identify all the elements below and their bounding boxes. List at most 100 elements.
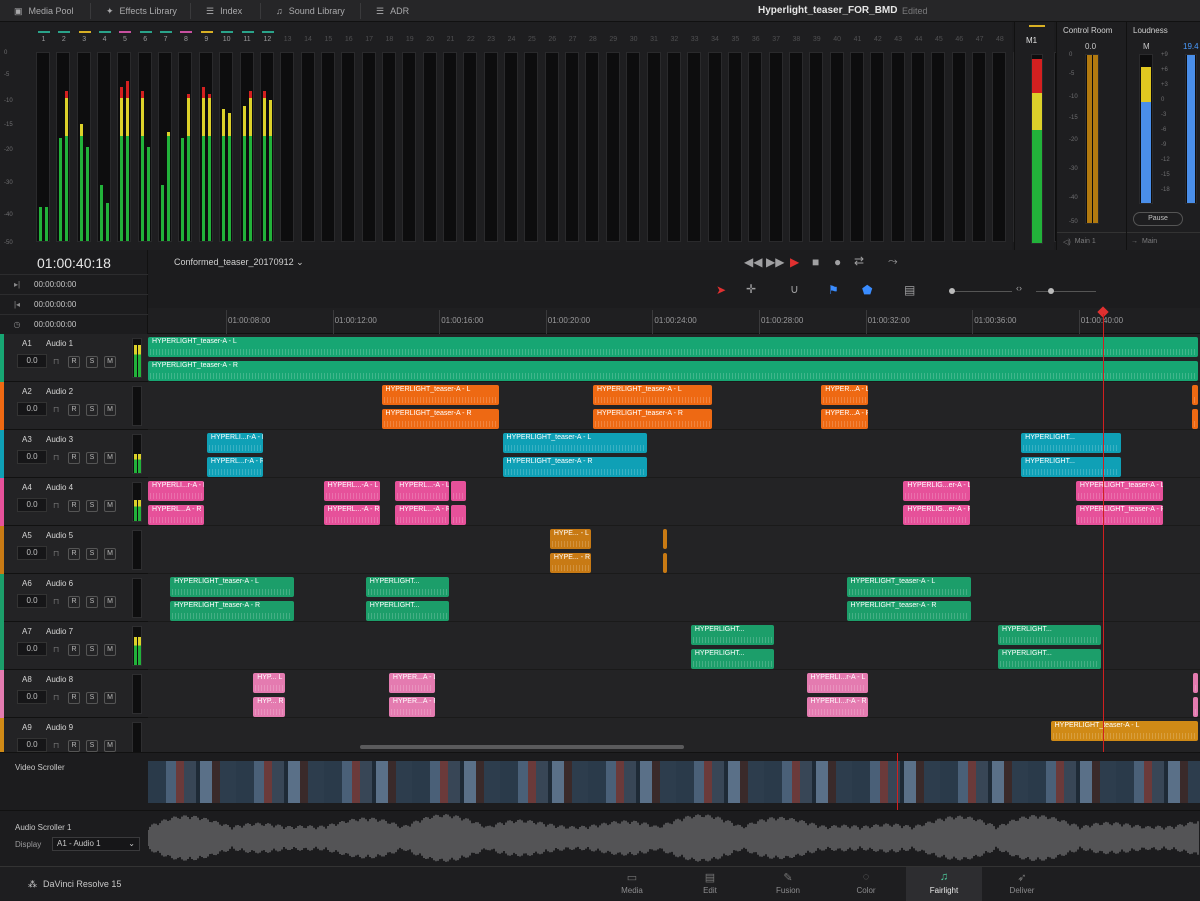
solo-button[interactable]: S (86, 356, 98, 368)
audio-clip[interactable]: HYPERLIGHT_teaser-A - L (1050, 721, 1198, 741)
audio-clip[interactable]: HYPERLI...r-A - L (206, 433, 263, 453)
solo-button[interactable]: S (86, 596, 98, 608)
track-header[interactable]: A4 Audio 4 0.0 ⊓ R S M (0, 478, 148, 526)
record-arm-button[interactable]: R (68, 500, 80, 512)
video-thumbnails[interactable] (148, 761, 1200, 803)
audio-clip[interactable]: HYPERLIGHT... (1021, 457, 1122, 477)
audio-clip[interactable]: HYPERLIG...er-A - L (903, 481, 970, 501)
track-volume[interactable]: 0.0 (17, 642, 47, 656)
mute-button[interactable]: M (104, 404, 116, 416)
track-volume[interactable]: 0.0 (17, 402, 47, 416)
audio-clip[interactable]: HYPE... - R (549, 553, 591, 573)
automation-button[interactable]: ⤳ (888, 254, 898, 269)
audio-clip[interactable]: HYPERLIGHT... (365, 577, 449, 597)
track-name[interactable]: Audio 6 (46, 579, 74, 588)
audio-clip[interactable]: HYPERLIGHT_teaser-A - L (1075, 481, 1164, 501)
lock-icon[interactable]: ⊓ (53, 501, 60, 510)
mute-button[interactable]: M (104, 548, 116, 560)
mute-button[interactable]: M (104, 596, 116, 608)
audio-clip[interactable]: HYPERLI...r-A - R (806, 697, 868, 717)
track-volume[interactable]: 0.0 (17, 690, 47, 704)
vertical-zoom-slider[interactable] (952, 291, 1012, 292)
audio-clip[interactable]: HYPER...A - L (388, 673, 436, 693)
play-button[interactable]: ▶ (790, 255, 799, 269)
record-arm-button[interactable]: R (68, 404, 80, 416)
page-tab-color[interactable]: ◌ Color (828, 867, 904, 901)
audio-clip[interactable]: HYPERLIGHT_teaser-A - R (592, 409, 712, 429)
track-name[interactable]: Audio 2 (46, 387, 74, 396)
audio-clip[interactable]: HYPERLIGHT_teaser-A - L (502, 433, 647, 453)
audio-scroller-display-select[interactable]: A1 - Audio 1 ⌄ (52, 837, 140, 851)
track-name[interactable]: Audio 8 (46, 675, 74, 684)
track-height-button[interactable]: ▤ (904, 283, 915, 297)
timeline-scrollbar[interactable] (360, 745, 684, 749)
range-tool-button[interactable]: ✛ (746, 282, 756, 296)
track-header[interactable]: A8 Audio 8 0.0 ⊓ R S M (0, 670, 148, 718)
mute-button[interactable]: M (104, 692, 116, 704)
rewind-button[interactable]: ◀◀ (744, 255, 762, 269)
audio-clip[interactable]: HYPERLIGHT... (998, 649, 1102, 669)
flag-button[interactable]: ⚑ (828, 283, 839, 297)
page-tab-media[interactable]: ▭ Media (594, 867, 670, 901)
mute-button[interactable]: M (104, 500, 116, 512)
mute-button[interactable]: M (104, 356, 116, 368)
record-arm-button[interactable]: R (68, 452, 80, 464)
horizontal-zoom-slider[interactable] (1036, 291, 1096, 292)
lock-icon[interactable]: ⊓ (53, 453, 60, 462)
audio-clip[interactable]: HYPERLIGHT_teaser-A - L (170, 577, 295, 597)
vertical-zoom-handle[interactable] (949, 288, 955, 294)
audio-clip[interactable] (450, 505, 466, 525)
solo-button[interactable]: S (86, 404, 98, 416)
track-volume[interactable]: 0.0 (17, 354, 47, 368)
audio-clip[interactable]: HYPER...A - L (821, 385, 868, 405)
select-tool-button[interactable]: ➤ (716, 283, 726, 297)
solo-button[interactable]: S (86, 692, 98, 704)
lock-icon[interactable]: ⊓ (53, 645, 60, 654)
audio-clip[interactable]: HYPER...A - R (821, 409, 868, 429)
audio-clip[interactable]: HYPERL...-A - R (323, 505, 380, 525)
track-lane[interactable] (148, 574, 1200, 622)
track-volume[interactable]: 0.0 (17, 546, 47, 560)
audio-clip[interactable]: HYPERL...r-A - R (206, 457, 263, 477)
track-lane[interactable] (148, 478, 1200, 526)
solo-button[interactable]: S (86, 644, 98, 656)
record-arm-button[interactable]: R (68, 596, 80, 608)
record-arm-button[interactable]: R (68, 644, 80, 656)
audio-clip[interactable]: HYPERLIGHT... (1021, 433, 1122, 453)
audio-clip[interactable]: HYPERLIGHT_teaser-A - L (846, 577, 971, 597)
track-volume[interactable]: 0.0 (17, 738, 47, 752)
audio-clip[interactable]: HYPERLIGHT_teaser-A - R (381, 409, 500, 429)
audio-clip[interactable]: HYPERLIGHT... (365, 601, 449, 621)
page-tab-deliver[interactable]: ➶ Deliver (984, 867, 1060, 901)
lock-icon[interactable]: ⊓ (53, 549, 60, 558)
adr-button[interactable]: ☰ ADR (376, 5, 410, 17)
sound-library-button[interactable]: ♫ Sound Library (276, 6, 345, 16)
record-arm-button[interactable]: R (68, 548, 80, 560)
audio-clip[interactable]: HYPERLI...r-A - L (148, 481, 204, 501)
loop-button[interactable]: ⇄ (854, 254, 864, 268)
record-arm-button[interactable]: R (68, 356, 80, 368)
audio-clip[interactable] (663, 553, 668, 573)
lock-icon[interactable]: ⊓ (53, 597, 60, 606)
stop-button[interactable]: ■ (812, 255, 819, 269)
lock-icon[interactable]: ⊓ (53, 405, 60, 414)
audio-clip[interactable] (1191, 385, 1198, 405)
audio-clip[interactable]: HYPERLIGHT_teaser-A - L (148, 337, 1198, 357)
audio-clip[interactable]: HYP... R (253, 697, 285, 717)
audio-clip[interactable]: HYPER...A - R (388, 697, 436, 717)
audio-clip[interactable]: HYPERLIGHT... (998, 625, 1102, 645)
horizontal-zoom-handle[interactable] (1048, 288, 1054, 294)
audio-clip[interactable] (1192, 673, 1198, 693)
audio-clip[interactable]: HYPERLIGHT_teaser-A - R (846, 601, 971, 621)
page-tab-fusion[interactable]: ✎ Fusion (750, 867, 826, 901)
track-name[interactable]: Audio 3 (46, 435, 74, 444)
timeline-ruler[interactable]: 01:00:08:00 01:00:12:00 01:00:16:00 01:00:2… (148, 308, 1200, 334)
track-header[interactable]: A7 Audio 7 0.0 ⊓ R S M (0, 622, 148, 670)
audio-clip[interactable]: HYPERL...-A - L (323, 481, 380, 501)
track-volume[interactable]: 0.0 (17, 594, 47, 608)
audio-clip[interactable]: HYPE... - L (549, 529, 591, 549)
audio-clip[interactable]: HYPERLI...r-A - L (806, 673, 868, 693)
track-lane[interactable] (148, 670, 1200, 718)
track-header[interactable]: A1 Audio 1 0.0 ⊓ R S M (0, 334, 148, 382)
lock-icon[interactable]: ⊓ (53, 693, 60, 702)
